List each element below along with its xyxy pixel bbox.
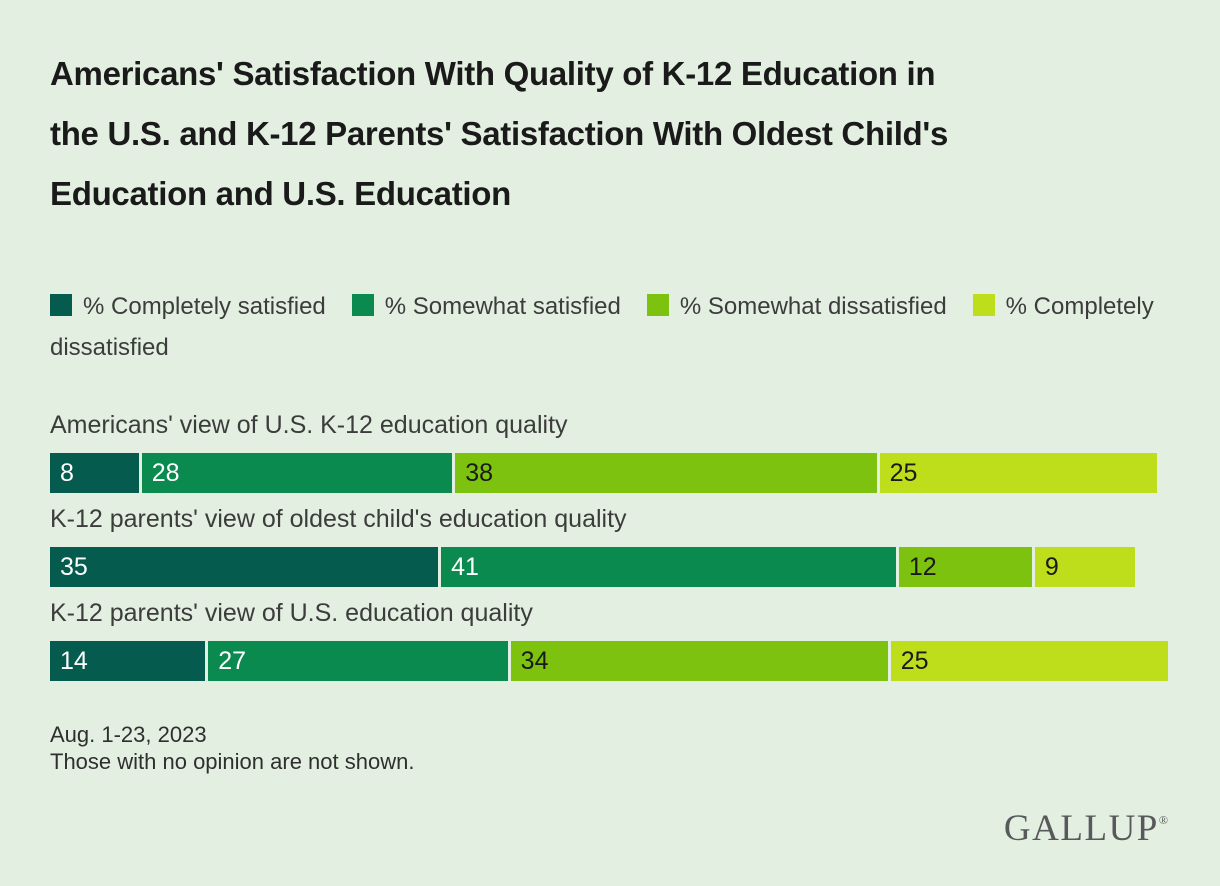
bar-value-label: 27 xyxy=(218,646,247,675)
bar-row: 35 41 12 9 xyxy=(50,547,1170,587)
page-title-line: Americans' Satisfaction With Quality of … xyxy=(50,55,936,92)
legend-swatch-icon xyxy=(351,294,374,316)
bar-value-label: 35 xyxy=(60,552,88,581)
legend-swatch-icon xyxy=(646,294,669,316)
bar-segment: 14 xyxy=(50,641,206,681)
legend-item: % Somewhat dissatisfied xyxy=(646,293,947,320)
legend-swatch-icon xyxy=(50,294,72,316)
logo-text: GALLUP xyxy=(1003,808,1159,849)
bar-value-label: 28 xyxy=(151,458,180,487)
legend-label: % Somewhat dissatisfied xyxy=(679,293,947,320)
page-title-line: the U.S. and K-12 Parents' Satisfaction … xyxy=(50,115,949,152)
bar-value-label: 38 xyxy=(465,458,494,487)
legend-swatch-icon xyxy=(972,294,995,316)
bar-segment: 28 xyxy=(141,453,453,493)
legend-item: % Completely satisfied xyxy=(50,293,326,320)
bar-segment: 27 xyxy=(208,641,508,681)
bar-segment: 34 xyxy=(510,641,888,681)
bar-segment: 8 xyxy=(50,453,139,493)
footnote-text: Those with no opinion are not shown. xyxy=(50,749,415,774)
logo-row: GALLUP® xyxy=(50,807,1168,850)
bar-segment: 9 xyxy=(1034,547,1135,587)
survey-date: Aug. 1-23, 2023 xyxy=(50,722,207,747)
bar-value-label: 25 xyxy=(889,458,918,487)
bar-value-label: 9 xyxy=(1044,552,1059,581)
chart-footnote: Aug. 1-23, 2023 Those with no opinion ar… xyxy=(50,721,1170,775)
page-title: Americans' Satisfaction With Quality of … xyxy=(50,44,1170,224)
bar-chart: Americans' view of U.S. K-12 education q… xyxy=(50,410,1170,681)
legend-label: % Completely satisfied xyxy=(83,293,326,320)
bar-segment: 25 xyxy=(879,453,1157,493)
bar-value-label: 34 xyxy=(520,646,549,675)
bar-segment: 38 xyxy=(455,453,877,493)
bar-segment: 35 xyxy=(50,547,439,587)
chart-legend: % Completely satisfied % Somewhat satisfi… xyxy=(50,286,1172,368)
bar-segment: 12 xyxy=(898,547,1032,587)
bar-segment: 25 xyxy=(890,641,1168,681)
bar-row-label: Americans' view of U.S. K-12 education q… xyxy=(50,411,568,439)
legend-item: % Completely dissatisfied xyxy=(50,293,1154,361)
bar-value-label: 25 xyxy=(900,646,929,675)
legend-item: % Somewhat satisfied xyxy=(351,293,621,320)
gallup-logo: GALLUP® xyxy=(1004,808,1168,849)
bar-row: 8 28 38 25 xyxy=(50,453,1170,493)
trademark-symbol: ® xyxy=(1158,813,1168,827)
bar-row-label: K-12 parents' view of oldest child's edu… xyxy=(50,505,627,533)
bar-value-label: 14 xyxy=(60,646,88,675)
legend-label: % Completely dissatisfied xyxy=(50,293,1154,361)
chart-card: Americans' Satisfaction With Quality of … xyxy=(50,44,1172,850)
bar-row-label: K-12 parents' view of U.S. education qua… xyxy=(50,599,533,627)
page-title-line: Education and U.S. Education xyxy=(50,175,511,212)
legend-label: % Somewhat satisfied xyxy=(384,293,621,320)
bar-value-label: 12 xyxy=(908,552,937,581)
bar-value-label: 41 xyxy=(451,552,479,581)
bar-segment: 41 xyxy=(441,547,896,587)
bar-row: 14 27 34 25 xyxy=(50,641,1170,681)
bar-value-label: 8 xyxy=(60,458,74,487)
